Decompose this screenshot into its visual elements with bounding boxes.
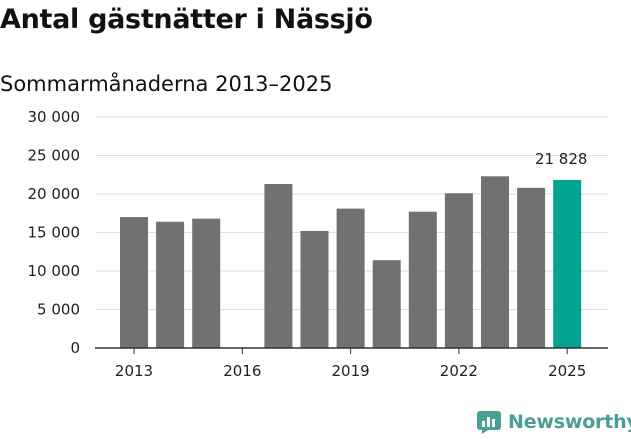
y-tick-label: 25 000 [28, 147, 81, 165]
bar-2018 [300, 230, 329, 348]
chart-title: Antal gästnätter i Nässjö [0, 4, 373, 35]
bar-2025 [553, 179, 582, 348]
x-axis: 2013 2016 2019 2022 2025 [95, 347, 608, 380]
brand-name: Newsworthy [508, 411, 631, 433]
newsworthy-brand: Newsworthy [476, 408, 631, 436]
y-tick-label: 20 000 [28, 185, 81, 203]
bar-2013 [120, 217, 148, 348]
chart-subtitle: Sommarmånaderna 2013–2025 [0, 72, 333, 96]
y-axis-labels: 0 5 000 10 000 15 000 20 000 25 000 30 000 [28, 108, 81, 357]
bar-2022 [444, 193, 473, 348]
y-tick-label: 0 [70, 339, 80, 357]
y-tick-label: 30 000 [28, 108, 81, 126]
bar-2014 [156, 221, 185, 348]
y-tick-label: 5 000 [37, 301, 80, 319]
bar-2024 [517, 187, 546, 348]
bar-2020 [372, 260, 401, 348]
x-tick-label: 2022 [440, 362, 478, 380]
bars: 21 828 [120, 150, 587, 348]
bar-2023 [481, 176, 509, 348]
bar-2015 [192, 218, 221, 348]
x-tick-label: 2019 [332, 362, 370, 380]
x-tick-label: 2013 [115, 362, 153, 380]
bar-2021 [408, 211, 437, 348]
bar-2019 [336, 208, 365, 348]
data-label: 21 828 [535, 150, 588, 168]
newsworthy-logo-icon [477, 411, 501, 434]
y-tick-label: 10 000 [28, 262, 81, 280]
x-tick-label: 2025 [548, 362, 586, 380]
y-tick-label: 15 000 [28, 224, 81, 242]
x-tick-label: 2016 [223, 362, 261, 380]
bar-2017 [264, 183, 293, 348]
bar-chart: 0 5 000 10 000 15 000 20 000 25 000 30 000 21 … [28, 108, 608, 380]
